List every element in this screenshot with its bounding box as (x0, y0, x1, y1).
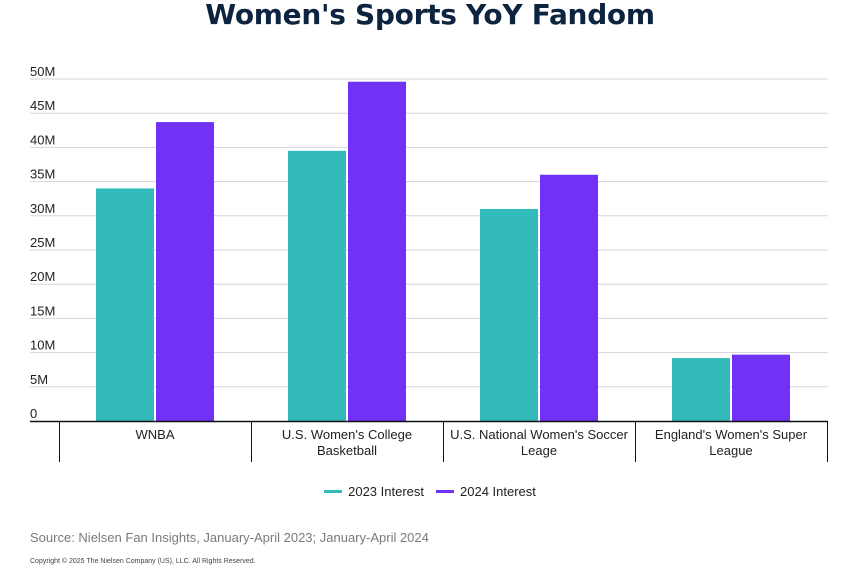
bar-2023-2 (480, 208, 538, 421)
legend-label-2024: 2024 Interest (460, 484, 536, 499)
x-tick-label: WNBA (136, 427, 175, 442)
bar-2023-0 (96, 188, 154, 421)
x-tick-label: U.S. Women's College Basketball (282, 427, 412, 458)
x-tick-label-line: WNBA (136, 427, 175, 442)
chart-title: Women's Sports YoY Fandom (205, 0, 655, 31)
bar-2024-1 (348, 81, 406, 422)
y-tick-label: 10M (30, 338, 55, 353)
y-axis-tick-labels: 0 5M 10M 15M 20M 25M 30M 35M 40M 45M 50M (30, 64, 55, 421)
y-tick-label: 15M (30, 303, 55, 318)
y-tick-label: 45M (30, 98, 55, 113)
source-note: Source: Nielsen Fan Insights, January-Ap… (30, 530, 429, 545)
bar-2024-0 (156, 122, 214, 421)
legend-swatch-2024 (436, 490, 454, 493)
bars (96, 81, 790, 422)
y-tick-label: 35M (30, 167, 55, 182)
x-tick-label-line: Leage (521, 443, 557, 458)
x-tick-label-line: England's Women's Super (655, 427, 808, 442)
x-tick-label-line: Basketball (317, 443, 377, 458)
x-axis-tick-labels: WNBA U.S. Women's College Basketball U.S. N… (136, 427, 808, 458)
x-tick-label-line: U.S. National Women's Soccer (450, 427, 628, 442)
legend-swatch-2023 (324, 490, 343, 493)
y-tick-label: 20M (30, 269, 55, 284)
x-axis (30, 420, 828, 462)
y-tick-label: 50M (30, 64, 55, 79)
legend-label-2023: 2023 Interest (348, 484, 424, 499)
bar-2024-3 (732, 354, 790, 421)
y-tick-label: 30M (30, 201, 55, 216)
y-tick-label: 0 (30, 406, 37, 421)
bar-2023-1 (288, 150, 346, 421)
y-tick-label: 40M (30, 132, 55, 147)
y-tick-label: 25M (30, 235, 55, 250)
legend-item-2024[interactable]: 2024 Interest (436, 484, 536, 499)
legend-item-2023[interactable]: 2023 Interest (324, 484, 424, 499)
bar-2024-2 (540, 174, 598, 421)
y-tick-label: 5M (30, 372, 48, 387)
bar-2023-3 (672, 358, 730, 421)
x-tick-label-line: U.S. Women's College (282, 427, 412, 442)
legend: 2023 Interest 2024 Interest (0, 484, 844, 499)
copyright-note: Copyright © 2025 The Nielsen Company (US… (30, 558, 256, 565)
x-tick-label-line: League (709, 443, 752, 458)
x-tick-label: England's Women's Super League (655, 427, 808, 458)
x-tick-label: U.S. National Women's Soccer Leage (450, 427, 628, 458)
